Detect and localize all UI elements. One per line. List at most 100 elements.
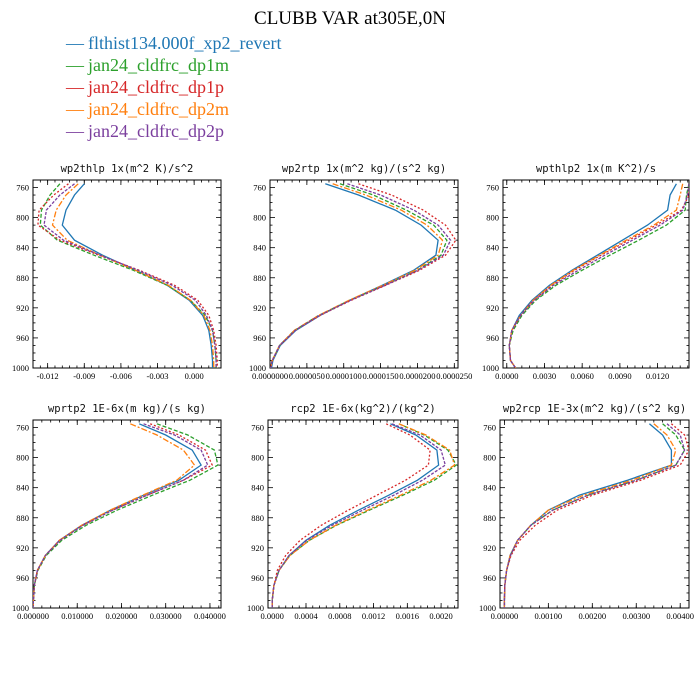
x-tick-label: 0.0000250 [436,371,472,381]
x-tick-label: 0.0090 [608,371,631,381]
x-tick-label: 0.0120 [646,371,669,381]
legend-label: jan24_cldfrc_dp1m [88,55,229,75]
series-line-3 [508,183,684,368]
x-tick-label: 0.00200 [578,611,606,621]
series-line-4 [503,423,686,608]
series-line-4 [43,183,217,368]
y-tick-label: 840 [16,483,29,493]
y-tick-label: 1000 [479,603,496,613]
series-line-1 [508,183,689,368]
series-line-4 [270,183,452,368]
y-tick-label: 880 [253,273,266,283]
plot-frame [32,179,222,369]
y-tick-label: 840 [483,483,496,493]
y-tick-label: 880 [16,513,29,523]
x-tick-label: 0.030000 [150,611,182,621]
x-tick-label: 0.0004 [294,611,318,621]
y-tick-label: 880 [483,513,496,523]
panel-4: rcp2 1E-6x(kg^2)/(kg^2) 760 800 840 880 920 96… [247,403,459,621]
legend-entry-2: — jan24_cldfrc_dp1p [66,76,281,98]
legend: — flthist134.000f_xp2_revert — jan24_cldfr… [66,32,281,142]
y-tick-label: 880 [486,273,499,283]
legend-label: jan24_cldfrc_dp2m [88,99,229,119]
y-tick-label: 800 [16,213,29,223]
plot-frame [499,419,690,609]
x-tick-label: 0.010000 [61,611,93,621]
panel-title: rcp2 1E-6x(kg^2)/(kg^2) [290,403,435,415]
y-tick-label: 960 [16,573,29,583]
y-tick-label: 880 [251,513,264,523]
x-tick-label: 0.0000 [261,611,284,621]
x-tick-label: 0.0012 [362,611,385,621]
series-line-0 [503,423,673,608]
series-line-2 [270,183,457,368]
y-tick-label: 1000 [12,603,29,613]
legend-label: flthist134.000f_xp2_revert [88,33,282,53]
series-line-1 [33,423,219,608]
series-line-0 [61,183,214,368]
y-tick-label: 1000 [247,603,264,613]
legend-label: jan24_cldfrc_dp2p [88,121,224,141]
series-line-3 [271,423,456,608]
x-tick-label: 0.0030 [533,371,556,381]
y-tick-label: 840 [16,243,29,253]
series-line-2 [508,183,689,368]
panel-2: wpthlp2 1x(m K^2)/s 760 800 840 880 920 960 100… [482,163,690,381]
plot-frame [502,179,690,369]
plot-frame [32,419,222,609]
x-tick-label: 0.000000 [17,611,49,621]
y-tick-label: 800 [483,453,496,463]
y-tick-label: 960 [251,573,264,583]
series-line-1 [39,183,217,368]
y-tick-label: 920 [483,543,496,553]
panel-title: wp2rtp 1x(m^2 kg)/(s^2 kg) [282,163,446,175]
y-tick-label: 800 [486,213,499,223]
y-tick-label: 920 [486,303,499,313]
legend-entry-4: — jan24_cldfrc_dp2p [66,120,281,142]
y-tick-label: 1000 [249,363,266,373]
x-tick-label: -0.003 [147,371,169,381]
y-tick-label: 760 [16,183,29,193]
series-line-1 [270,183,448,368]
x-tick-label: 0.000 [185,371,204,381]
legend-entry-0: — flthist134.000f_xp2_revert [66,32,281,54]
x-tick-label: 0.020000 [106,611,138,621]
y-tick-label: 920 [251,543,264,553]
y-tick-label: 840 [251,483,264,493]
y-tick-label: 800 [16,453,29,463]
series-line-2 [37,183,218,368]
y-tick-label: 920 [16,303,29,313]
y-tick-label: 760 [483,423,496,433]
y-tick-label: 760 [16,423,29,433]
y-tick-label: 960 [253,333,266,343]
y-tick-label: 1000 [482,363,499,373]
series-line-1 [503,423,686,608]
x-tick-label: 0.0000000 [252,371,288,381]
y-tick-label: 800 [251,453,264,463]
series-line-3 [33,423,196,608]
series-line-4 [33,423,209,608]
x-tick-label: 0.0000150 [363,371,399,381]
y-tick-label: 960 [16,333,29,343]
plot-frame [267,419,459,609]
legend-entry-3: — jan24_cldfrc_dp2m [66,98,281,120]
x-tick-label: 0.0000200 [399,371,435,381]
x-tick-label: 0.00100 [535,611,563,621]
x-tick-label: -0.009 [73,371,95,381]
panel-title: wprtp2 1E-6x(m kg)/(s kg) [48,403,206,415]
x-tick-label: 0.00000 [491,611,519,621]
plot-frame [269,179,459,369]
y-tick-label: 760 [251,423,264,433]
panel-title: wp2thlp 1x(m^2 K)/s^2 [61,163,194,175]
panel-3: wprtp2 1E-6x(m kg)/(s kg) 760 800 840 880 920… [12,403,226,621]
legend-entry-1: — jan24_cldfrc_dp1m [66,54,281,76]
series-line-3 [51,183,215,368]
y-tick-label: 920 [253,303,266,313]
panel-0: wp2thlp 1x(m^2 K)/s^2 760 800 840 880 920 960 1… [12,163,222,381]
x-tick-label: 0.0016 [396,611,419,621]
x-tick-label: -0.012 [37,371,59,381]
y-tick-label: 840 [253,243,266,253]
x-tick-label: 0.00300 [622,611,650,621]
y-tick-label: 760 [253,183,266,193]
